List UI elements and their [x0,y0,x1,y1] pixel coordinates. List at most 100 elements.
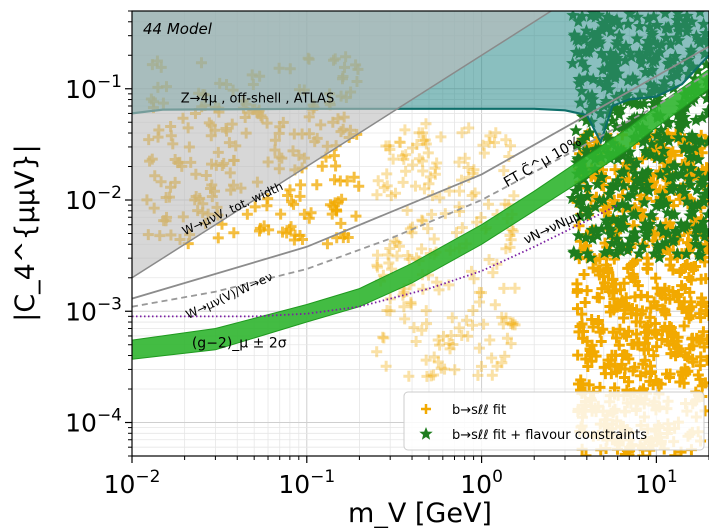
line-layer [132,45,709,318]
scatter-point-plus [613,339,625,351]
scatter-point-plus [491,360,503,372]
scatter-point-star [641,164,655,178]
scatter-point-plus [469,187,481,199]
scatter-point-plus [482,198,494,210]
scatter-point-plus [475,211,487,223]
scatter-point-star [572,179,586,193]
scatter-point-star [668,168,683,182]
scatter-point-star [690,183,704,196]
scatter-point-plus [303,212,315,224]
scatter-point-plus [504,241,516,253]
scatter-point-plus [434,339,446,351]
scatter-point-star [589,142,603,155]
scatter-point-plus [432,334,444,346]
scatter-point-plus [261,200,273,212]
scatter-point-star [653,167,668,181]
scatter-point-plus [572,378,584,390]
scatter-point-plus [500,134,512,146]
scatter-point-star [639,227,654,240]
scatter-point-plus [428,233,440,245]
scatter-point-plus [410,336,422,348]
scatter-point-plus [372,175,384,187]
scatter-point-plus [694,373,706,385]
scatter-point-star [684,177,698,191]
scatter-point-plus [429,162,441,174]
g-2-band [132,68,709,360]
scatter-point-star [666,234,680,248]
scatter-point-plus [675,346,687,358]
scatter-point-plus [241,208,253,220]
scatter-point-plus [416,214,428,226]
scatter-point-star [614,166,629,179]
scatter-point-star [700,91,709,105]
scatter-point-plus [508,190,520,202]
scatter-point-plus [399,124,411,136]
scatter-point-star [590,177,605,191]
scatter-point-plus [498,282,510,294]
scatter-point-star [627,226,641,240]
scatter-point-plus [499,198,511,210]
scatter-point-plus [456,330,468,342]
scatter-point-plus [384,305,396,317]
scatter-point-plus [611,366,623,378]
scatter-point-plus [643,325,655,337]
scatter-point-star [590,228,605,242]
scatter-point-plus [428,369,440,381]
scatter-point-star [682,172,696,185]
constraint-line [132,71,709,308]
scatter-point-plus [416,155,428,167]
scatter-point-plus [459,152,471,164]
scatter-point-plus [422,223,434,235]
scatter-point-star [676,180,690,194]
scatter-point-star [571,195,586,208]
scatter-point-star [676,221,690,234]
scatter-point-plus [582,360,594,372]
scatter-point-plus [592,265,604,277]
scatter-point-plus [438,330,450,342]
scatter-point-plus [627,257,639,269]
scatter-point-star [571,248,585,262]
scatter-point-plus [444,343,456,355]
scatter-point-star [689,113,703,126]
scatter-point-plus [421,318,433,330]
scatter-point-plus [381,168,393,180]
scatter-point-plus [471,216,483,228]
scatter-point-star [679,116,693,130]
scatter-point-plus [326,208,338,220]
scatter-point-plus [596,283,608,295]
scatter-point-star [661,226,675,240]
scatter-point-plus [281,227,293,239]
scatter-point-star [652,250,666,263]
scatter-point-plus [468,164,480,176]
scatter-point-plus [483,136,495,148]
scatter-point-plus [453,322,465,334]
scatter-point-star [650,150,664,164]
scatter-point-star [605,236,619,250]
scatter-point-plus [664,368,676,380]
scatter-point-plus [636,305,648,317]
scatter-point-star [583,125,597,139]
scatter-point-plus [665,322,677,334]
scatter-point-star [607,213,621,226]
scatter-point-star [689,132,703,146]
legend-marker-plus [421,404,431,414]
scatter-point-plus [576,308,588,320]
scatter-point-star [671,130,685,144]
scatter-point-plus [609,164,621,176]
scatter-point-plus [701,162,709,174]
scatter-point-star [614,102,628,115]
scatter-point-plus [295,179,307,191]
scatter-point-star [674,168,688,181]
scatter-point-plus [684,343,696,355]
scatter-point-plus [380,360,392,372]
scatter-point-plus [249,201,261,213]
x-axis-title: m_V [GeV] [348,498,492,528]
scatter-point-star [693,220,708,233]
scatter-point-star [610,200,624,213]
scatter-point-plus [490,127,502,139]
scatter-point-star [616,149,630,162]
scatter-point-plus [649,327,661,339]
scatter-point-star [575,109,590,123]
scatter-point-star [686,205,700,218]
scatter-point-plus [639,354,651,366]
